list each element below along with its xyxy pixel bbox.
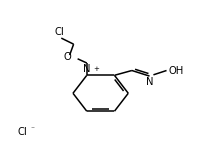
Text: Cl: Cl — [17, 127, 27, 137]
Text: N: N — [83, 64, 91, 74]
Text: N: N — [146, 77, 153, 87]
Text: OH: OH — [168, 66, 183, 76]
Text: +: + — [94, 66, 100, 72]
Text: ⁻: ⁻ — [30, 125, 34, 134]
Text: O: O — [64, 52, 71, 62]
Text: Cl: Cl — [55, 27, 64, 37]
